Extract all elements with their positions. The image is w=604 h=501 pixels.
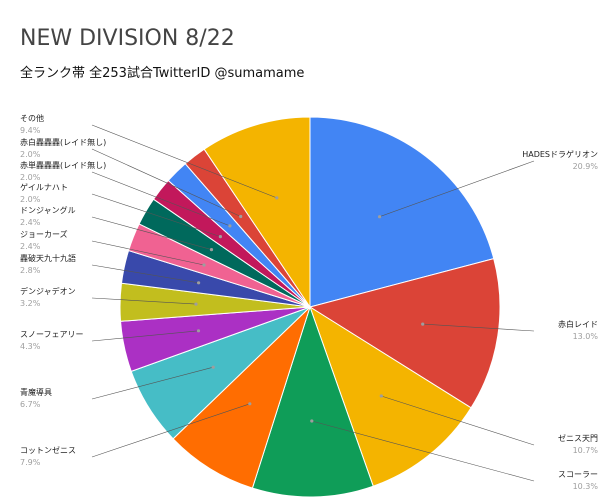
slice-label: その他 bbox=[20, 113, 44, 123]
slice-label: ジョーカーズ bbox=[20, 229, 68, 239]
leader-line bbox=[91, 403, 250, 458]
leader-line bbox=[422, 323, 535, 332]
slice-percent: 2.0% bbox=[20, 173, 41, 182]
leader-dot bbox=[421, 322, 425, 326]
leader-dot bbox=[248, 402, 252, 406]
leader-line bbox=[91, 124, 277, 199]
slice-label: HADESドラゲリオン bbox=[522, 149, 598, 159]
chart-subtitle: 全ランク帯 全253試合TwitterID @sumamame bbox=[20, 66, 305, 81]
pie-slice[interactable] bbox=[172, 306, 311, 489]
slice-percent: 2.0% bbox=[20, 150, 41, 159]
leader-line bbox=[91, 297, 197, 305]
slice-label: 轟破天九十九語 bbox=[20, 253, 76, 263]
slice-percent: 10.7% bbox=[573, 446, 599, 455]
slice-percent: 4.3% bbox=[20, 342, 41, 351]
leader-line bbox=[91, 171, 231, 227]
leader-dot bbox=[228, 224, 232, 228]
slice-label: 赤白レイド bbox=[558, 319, 598, 329]
slice-percent: 7.9% bbox=[20, 458, 41, 467]
slice-percent: 3.2% bbox=[20, 299, 41, 308]
slice-percent: 2.4% bbox=[20, 242, 41, 251]
chart-title: NEW DIVISION 8/22 bbox=[20, 26, 235, 51]
leader-dot bbox=[379, 394, 383, 398]
leader-dot bbox=[275, 196, 279, 200]
leader-line bbox=[381, 395, 535, 446]
slice-label: スコーラー bbox=[558, 470, 598, 479]
leader-dot bbox=[310, 419, 314, 423]
leader-dot bbox=[209, 248, 214, 252]
leader-line bbox=[91, 216, 212, 250]
leader-dot bbox=[196, 329, 201, 333]
slice-percent: 2.8% bbox=[20, 266, 41, 275]
leader-dot bbox=[194, 302, 198, 306]
slice-percent: 2.4% bbox=[20, 218, 41, 227]
slice-label: コットンゼニス bbox=[20, 445, 76, 455]
leader-dot bbox=[197, 281, 201, 285]
slice-label: 青魔導具 bbox=[20, 387, 52, 397]
slice-label: 赤単轟轟轟(レイド無し) bbox=[20, 160, 106, 170]
leader-dot bbox=[239, 214, 243, 219]
pie-slice[interactable] bbox=[203, 116, 311, 309]
slice-percent: 2.0% bbox=[20, 195, 41, 204]
slice-label: ゼニス天門 bbox=[558, 433, 598, 443]
leader-line bbox=[91, 330, 199, 342]
slice-label: ゲイルナハト bbox=[20, 182, 68, 192]
slice-percent: 9.4% bbox=[20, 126, 41, 135]
leader-line bbox=[91, 193, 221, 237]
pie-slice[interactable] bbox=[309, 305, 472, 487]
slice-label: スノーフェアリー bbox=[20, 330, 84, 339]
slice-percent: 10.3% bbox=[573, 482, 599, 491]
leader-line bbox=[91, 240, 205, 266]
leader-dot bbox=[218, 235, 222, 239]
slice-label: ドンジャングル bbox=[20, 205, 76, 215]
leader-line bbox=[91, 366, 214, 400]
slice-percent: 13.0% bbox=[573, 332, 599, 341]
leader-line bbox=[379, 160, 535, 217]
leader-dot bbox=[378, 215, 382, 219]
leader-dot bbox=[211, 365, 215, 369]
slice-percent: 20.9% bbox=[573, 162, 599, 171]
pie-slice[interactable] bbox=[309, 116, 495, 308]
slice-label: 赤白轟轟轟(レイド無し) bbox=[20, 137, 106, 147]
leader-line bbox=[91, 264, 199, 284]
pie-slice[interactable] bbox=[251, 305, 374, 498]
slice-percent: 6.7% bbox=[20, 400, 41, 409]
leader-line bbox=[311, 420, 535, 482]
leader-dot bbox=[202, 263, 206, 267]
slice-label: デンジャデオン bbox=[20, 286, 76, 296]
pie-slice[interactable] bbox=[308, 257, 501, 409]
leader-line bbox=[91, 148, 241, 217]
